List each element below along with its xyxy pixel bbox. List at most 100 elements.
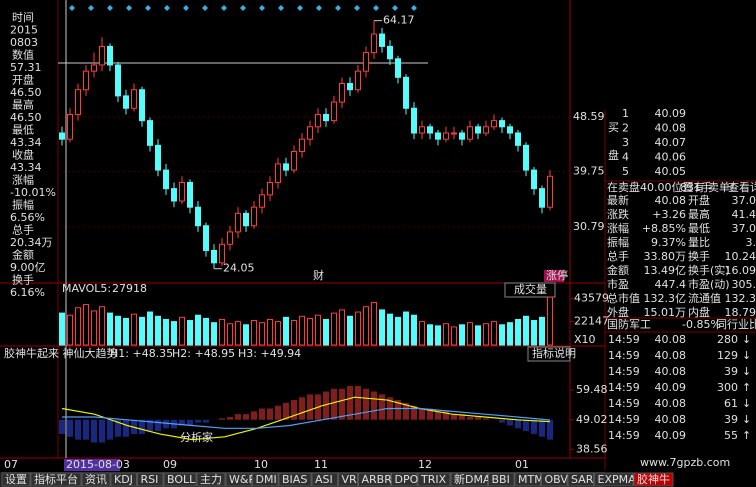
book-side: 盘 <box>608 148 619 162</box>
volume-bar <box>379 309 385 346</box>
candle-body <box>315 113 321 128</box>
quote-value: 132.3 <box>725 292 756 305</box>
unit-label: X10 <box>574 333 596 346</box>
book-level: 4 <box>622 151 629 164</box>
diamond <box>88 5 94 11</box>
quote-value: 10.24 <box>725 250 756 263</box>
tab-label[interactable]: DPO <box>395 473 419 486</box>
quote-label: 振幅 <box>607 235 629 249</box>
tab-label[interactable]: ASI <box>315 473 333 486</box>
tab-label[interactable]: 新DMA <box>454 472 491 486</box>
tab[interactable] <box>137 472 164 487</box>
notice-link[interactable]: 查看详情 <box>728 180 756 194</box>
tab[interactable] <box>163 472 197 487</box>
help: 指标说明 <box>532 346 576 360</box>
book-level: 5 <box>622 165 629 178</box>
candle-body <box>235 212 241 233</box>
tab[interactable] <box>417 472 451 487</box>
tab[interactable] <box>225 472 252 487</box>
tab[interactable] <box>30 472 82 487</box>
tab-label[interactable]: TRIX <box>420 473 447 486</box>
tab[interactable] <box>278 472 312 487</box>
high-label: 64.17 <box>383 14 415 27</box>
volume-bar <box>75 307 81 346</box>
candle-body <box>291 151 297 171</box>
quote-value: 447.4 <box>655 278 687 291</box>
tab[interactable] <box>488 472 515 487</box>
volume-bar <box>387 313 393 346</box>
volume-bar <box>107 312 113 346</box>
diamond <box>126 5 132 11</box>
tab-label[interactable]: 设置 <box>5 473 27 486</box>
volume-bar <box>411 314 417 346</box>
tab-label[interactable]: BIAS <box>282 473 307 486</box>
date-label: 01 <box>515 458 529 471</box>
diamond <box>373 5 379 11</box>
tab-label[interactable]: RSI <box>141 473 159 486</box>
quote-value: 37.0 <box>732 222 756 235</box>
tab-label[interactable]: VR <box>342 473 358 486</box>
trade-price: 40.08 <box>655 365 687 378</box>
indicator-h3: H3: +49.94 <box>238 347 301 360</box>
tab[interactable] <box>81 472 111 487</box>
tab[interactable] <box>567 472 594 487</box>
candle-body <box>331 101 337 122</box>
tab[interactable] <box>633 472 674 487</box>
tab[interactable] <box>541 472 568 487</box>
tab[interactable] <box>358 472 391 487</box>
sector-link[interactable]: 同行业比较 <box>716 317 756 331</box>
tab-label[interactable]: BOLL <box>167 473 196 486</box>
notice-tag: 卖单! <box>708 181 734 194</box>
candle-body <box>107 45 113 66</box>
candle-body <box>243 212 249 227</box>
tab-label[interactable]: KDJ <box>114 473 133 486</box>
diamond <box>145 5 151 11</box>
tab-label[interactable]: SAR <box>571 473 594 486</box>
candle-body <box>163 169 169 190</box>
volume-bar <box>267 318 273 346</box>
diamond <box>183 5 189 11</box>
candle-body <box>459 132 465 140</box>
volume-bar <box>363 306 369 346</box>
tab[interactable] <box>338 472 358 487</box>
tab[interactable] <box>196 472 226 487</box>
left-value: 0803 <box>10 36 38 49</box>
candle-body <box>283 163 289 171</box>
tab-label[interactable]: 资讯 <box>85 473 107 486</box>
indicator-h1: H1: +48.35 <box>110 347 173 360</box>
tab[interactable] <box>311 472 338 487</box>
volume-bar <box>539 316 545 346</box>
candle-body <box>387 45 393 60</box>
date-label: 12 <box>418 458 432 471</box>
tab[interactable] <box>594 472 634 487</box>
tab[interactable] <box>252 472 279 487</box>
tab-label[interactable]: 主力 <box>200 473 222 486</box>
tab-label[interactable]: 指标平台 <box>34 472 78 486</box>
volume-bar <box>179 316 185 346</box>
quote-label: 换手(实) <box>688 263 730 277</box>
tab[interactable] <box>1 472 31 487</box>
tab-label[interactable]: BBI <box>492 473 510 486</box>
tab[interactable] <box>450 472 488 487</box>
trade-price: 40.08 <box>655 349 687 362</box>
candle-body <box>531 169 537 190</box>
tab-label[interactable]: EXPMA <box>598 473 637 486</box>
tab-label[interactable]: DMI <box>256 473 277 486</box>
left-value: 2015 <box>10 24 38 37</box>
left-value: 6.16% <box>10 286 45 299</box>
tab-label[interactable]: ARBR <box>362 473 393 486</box>
tab[interactable] <box>110 472 137 487</box>
quote-label: 总手 <box>607 249 629 263</box>
tab-label[interactable]: MTM <box>518 473 544 486</box>
tab-label[interactable]: OBV <box>545 473 569 486</box>
left-label: 金额 <box>12 248 34 262</box>
tab[interactable] <box>514 472 541 487</box>
tab-label[interactable]: 胶神牛 <box>637 472 670 486</box>
volume-bar <box>187 320 193 346</box>
volume-title-box <box>504 282 556 298</box>
tab[interactable] <box>391 472 418 487</box>
trade-time: 14:59 <box>608 365 640 378</box>
quote-label: 市盈 <box>607 277 629 291</box>
tab-label[interactable]: W&R <box>229 473 256 486</box>
